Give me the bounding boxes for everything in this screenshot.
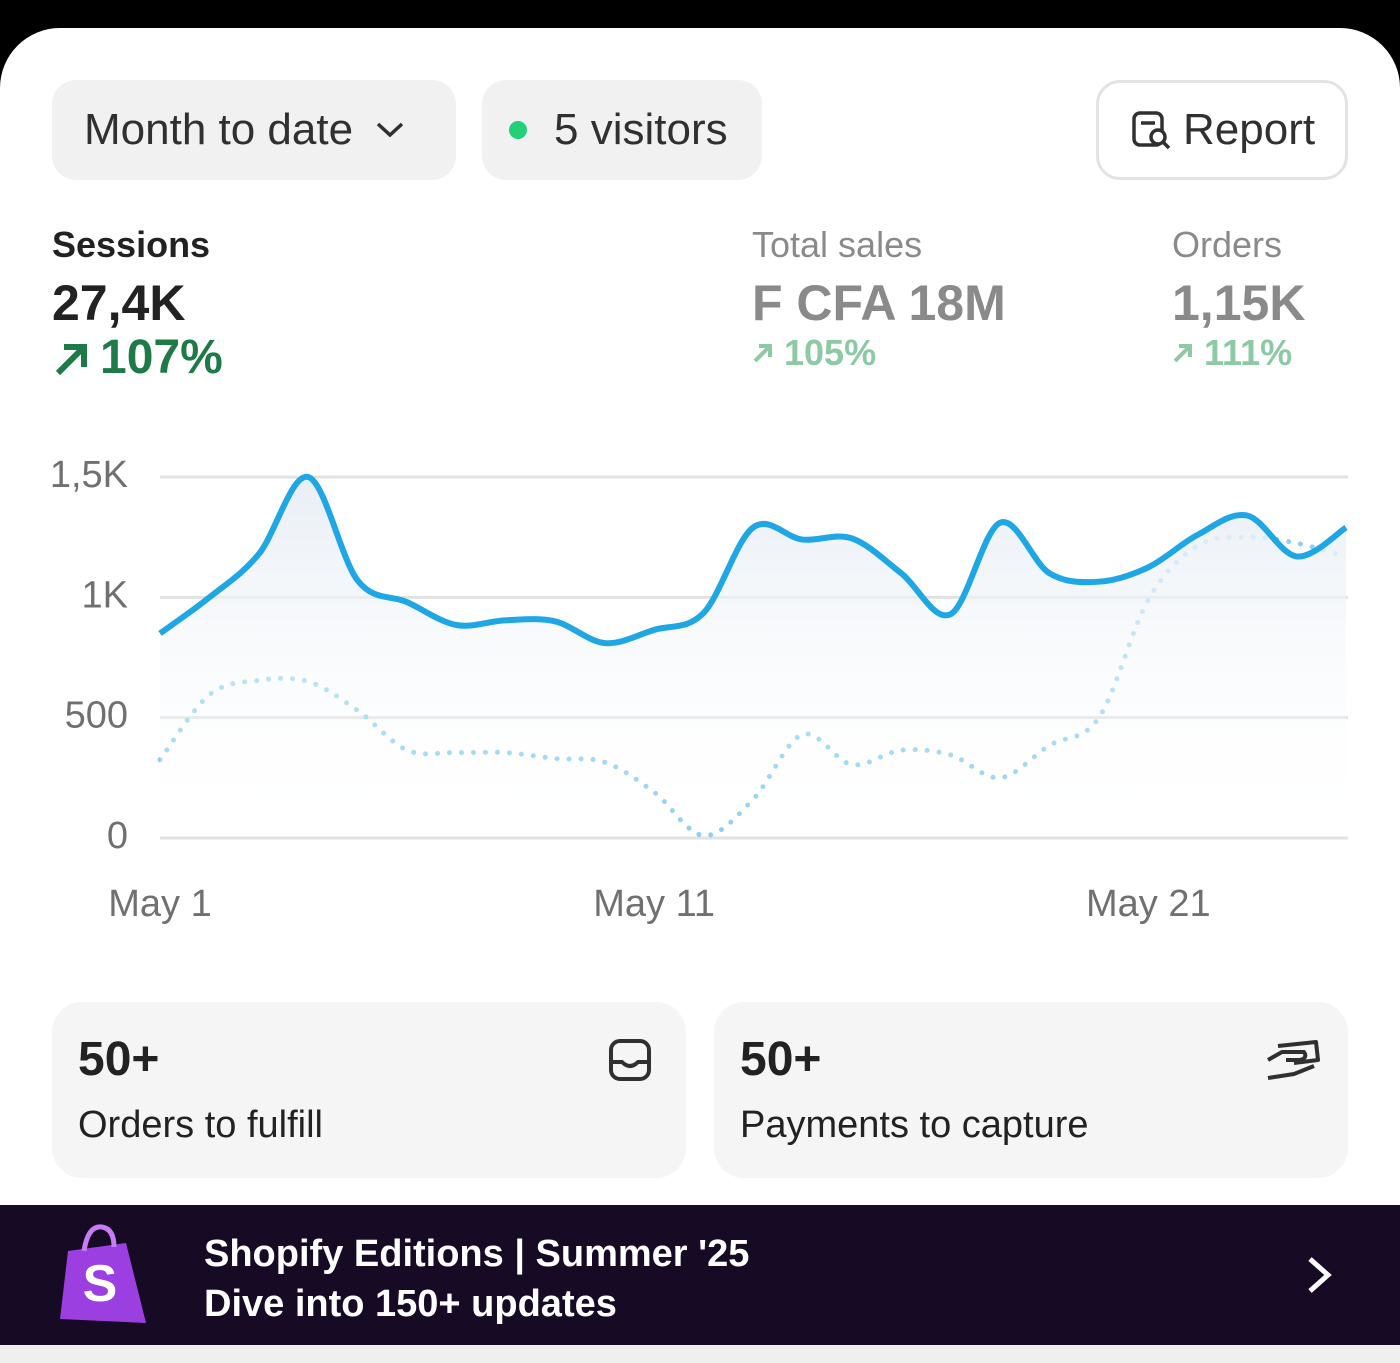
metric-label: Sessions (52, 224, 211, 265)
tile-count: 50+ (78, 1033, 160, 1086)
range-label: Month to date (84, 105, 354, 154)
shopify-logo: S (60, 1224, 146, 1323)
metric-value: 1,15K (1172, 275, 1306, 331)
metric-change: 111% (1204, 332, 1293, 373)
up-arrow (1173, 344, 1192, 363)
line (158, 473, 1348, 647)
payments-tile[interactable]: 50+ Payments to capture (714, 1002, 1348, 1178)
sessions-chart: 0 500 1K 1,5K May 1 May 11 May 21 (50, 454, 1349, 925)
x-tick-label: May 21 (1086, 883, 1211, 925)
report-button[interactable]: Report (1096, 80, 1348, 180)
metric[interactable]: Total sales F CFA 18M 105% (752, 224, 1006, 374)
visitors-label: 5 visitors (554, 105, 728, 154)
tile-count: 50+ (740, 1033, 822, 1086)
x-tick-label: May 11 (593, 883, 715, 925)
tile-label: Payments to capture (740, 1104, 1089, 1146)
editions-banner[interactable]: S Shopify Editions | Summer '25 Dive int… (0, 1205, 1400, 1345)
payment-icon (1267, 1040, 1320, 1080)
metric[interactable]: Orders 1,15K 111% (1172, 224, 1305, 374)
area (160, 476, 1346, 838)
banner-subtitle: Dive into 150+ updates (204, 1283, 617, 1325)
chevron-icon (376, 122, 404, 138)
y-tick-label: 1,5K (50, 454, 128, 496)
visitors-pill[interactable]: 5 visitors (482, 80, 762, 180)
live-dot (509, 121, 527, 139)
report-icon (1132, 111, 1171, 150)
metric-change: 107% (100, 331, 223, 384)
metric-label: Orders (1172, 224, 1283, 265)
y-tick-label: 500 (65, 695, 128, 737)
x-tick-label: May 1 (108, 883, 211, 925)
y-tick-label: 0 (107, 815, 128, 857)
metric-change: 105% (784, 332, 877, 373)
bottom-strip (0, 1345, 1400, 1363)
metric-value: F CFA 18M (752, 275, 1006, 331)
up-arrow (55, 343, 87, 375)
report-label: Report (1183, 105, 1316, 154)
banner-chevron (1308, 1257, 1332, 1293)
metric-value: 27,4K (52, 275, 186, 331)
banner-title: Shopify Editions | Summer '25 (204, 1233, 750, 1275)
orders-tile[interactable]: 50+ Orders to fulfill (52, 1002, 686, 1178)
range-picker[interactable]: Month to date (52, 80, 456, 180)
up-arrow (753, 344, 772, 363)
svg-text:S: S (83, 1255, 118, 1313)
inbox-icon (609, 1039, 651, 1081)
y-tick-label: 1K (82, 574, 128, 616)
metric-label: Total sales (752, 224, 923, 265)
metric[interactable]: Sessions 27,4K 107% (52, 224, 223, 385)
tile-label: Orders to fulfill (78, 1104, 323, 1146)
